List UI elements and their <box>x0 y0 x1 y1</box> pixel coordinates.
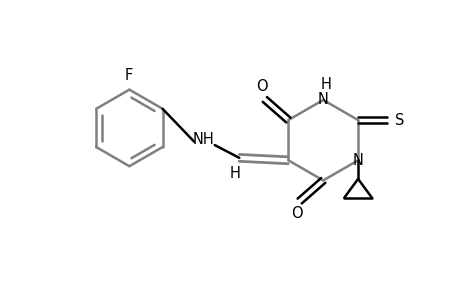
Text: NH: NH <box>193 132 214 147</box>
Text: F: F <box>124 68 132 83</box>
Text: N: N <box>352 153 363 168</box>
Text: S: S <box>394 112 403 128</box>
Text: H: H <box>230 166 241 181</box>
Text: O: O <box>291 206 302 221</box>
Text: O: O <box>256 79 268 94</box>
Text: N: N <box>317 92 328 107</box>
Text: H: H <box>319 77 330 92</box>
